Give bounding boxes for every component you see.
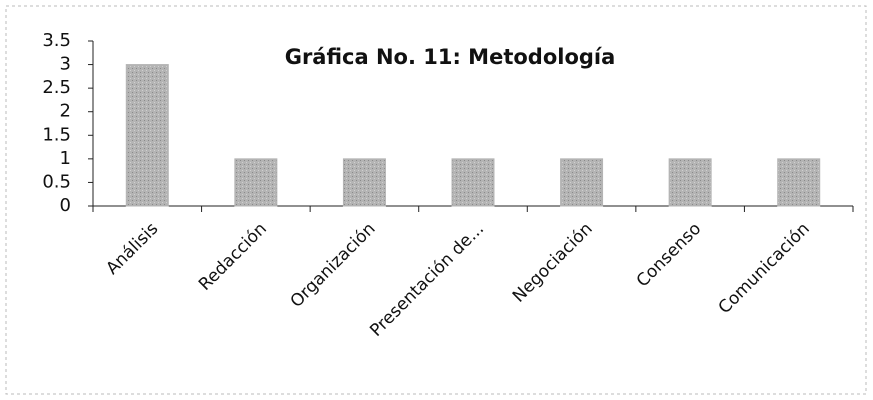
y-tick-label: 2 (60, 101, 71, 122)
x-tick-label: Redacción (195, 219, 271, 295)
bar (560, 158, 604, 207)
y-tick-label: 0 (60, 195, 71, 216)
y-tick-label: 3 (60, 54, 71, 75)
y-tick-label: 0.5 (42, 171, 71, 192)
x-tick-label: Organización (287, 219, 380, 312)
y-tick-label: 2.5 (42, 77, 71, 98)
x-tick-label: Análisis (102, 219, 162, 279)
y-tick-label: 3.5 (42, 30, 71, 51)
y-tick-label: 1 (60, 148, 71, 169)
bar (451, 158, 495, 207)
bar (234, 158, 278, 207)
bar (125, 64, 169, 207)
x-tick-label: Presentación de... (366, 219, 488, 341)
x-tick-label: Comunicación (715, 219, 814, 318)
x-tick-label: Negociación (509, 219, 597, 307)
bar (668, 158, 712, 207)
bar (342, 158, 386, 207)
y-tick-label: 1.5 (42, 124, 71, 145)
bar (777, 158, 821, 207)
x-tick-label: Consenso (633, 219, 705, 291)
chart-title: Gráfica No. 11: Metodología (285, 45, 616, 69)
